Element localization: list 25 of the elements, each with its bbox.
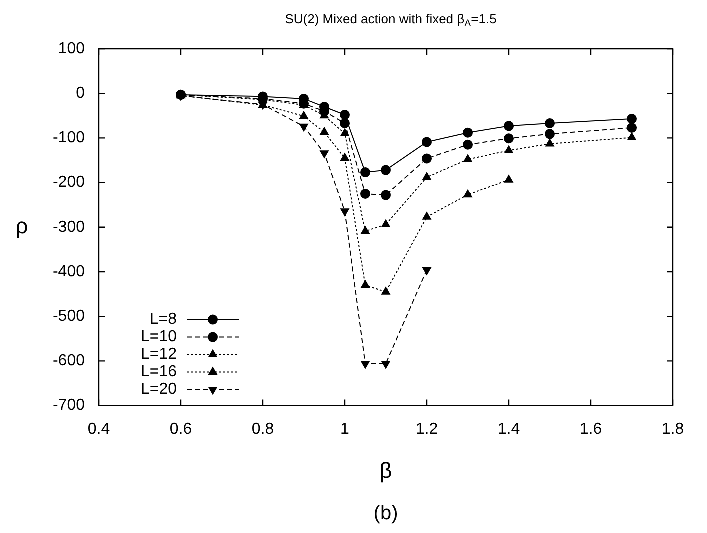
y-tick-label: -400 bbox=[52, 263, 86, 280]
y-tick-label: 0 bbox=[76, 85, 86, 102]
x-tick-label: 1.2 bbox=[416, 420, 438, 438]
y-tick-label: -600 bbox=[52, 352, 86, 370]
x-tick-label: 0.6 bbox=[170, 420, 192, 438]
x-tick-label: 1 bbox=[340, 420, 350, 438]
legend-label: L=8 bbox=[150, 311, 178, 328]
x-axis-title: β bbox=[380, 458, 392, 484]
y-tick-label: -500 bbox=[52, 308, 86, 326]
y-tick-label: -700 bbox=[52, 397, 86, 414]
y-tick-label: -100 bbox=[52, 130, 86, 147]
legend-label: L=16 bbox=[140, 364, 178, 381]
x-tick-label: 1.6 bbox=[580, 420, 602, 438]
x-tick-label: 0.8 bbox=[252, 420, 274, 438]
y-tick-label: 100 bbox=[58, 40, 86, 58]
legend-label: L=20 bbox=[140, 381, 178, 398]
x-tick-label: 1.4 bbox=[498, 420, 520, 438]
legend-label: L=10 bbox=[140, 328, 178, 346]
y-axis-title: ρ bbox=[16, 213, 28, 238]
x-tick-label: 1.8 bbox=[662, 420, 684, 438]
text: (b) bbox=[374, 502, 398, 525]
y-tick-label: -300 bbox=[52, 218, 86, 236]
x-tick-label: 0.4 bbox=[88, 420, 110, 438]
legend-label: L=12 bbox=[140, 346, 178, 364]
y-tick-label: -200 bbox=[52, 174, 86, 192]
